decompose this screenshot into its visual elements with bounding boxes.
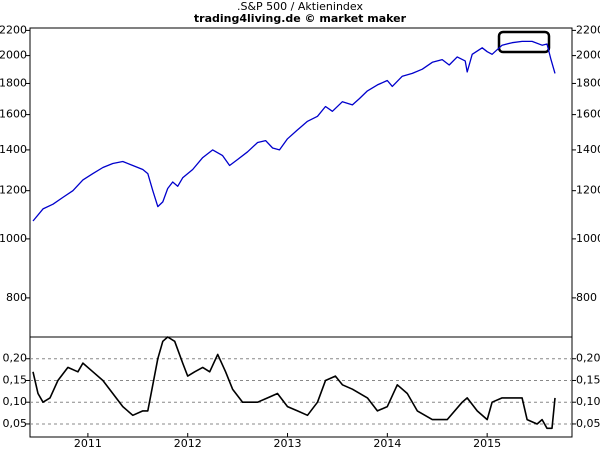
y-tick-label: 0,20 bbox=[576, 352, 600, 365]
chart-title: .S&P 500 / Aktienindex bbox=[237, 0, 363, 13]
y-tick-label: 1200 bbox=[0, 184, 27, 197]
data-line bbox=[32, 40, 556, 222]
plot-frame bbox=[29, 27, 573, 438]
x-tick-label: 2015 bbox=[473, 437, 501, 450]
y-tick-label: 1600 bbox=[0, 108, 27, 121]
highlight-box bbox=[497, 30, 551, 54]
y-tick-label: 2000 bbox=[576, 49, 600, 62]
data-line bbox=[32, 336, 556, 430]
y-tick-label: 1800 bbox=[0, 76, 27, 89]
y-tick-label: 0,20 bbox=[3, 352, 28, 365]
y-tick-label: 0,15 bbox=[576, 373, 600, 386]
y-tick-label: 0,10 bbox=[576, 395, 600, 408]
y-tick-label: 1000 bbox=[576, 232, 600, 245]
y-tick-label: 1200 bbox=[576, 184, 600, 197]
y-tick-label: 1600 bbox=[576, 108, 600, 121]
y-tick-label: 2000 bbox=[0, 49, 27, 62]
y-tick-label: 0,05 bbox=[576, 417, 600, 430]
y-tick-label: 0,15 bbox=[3, 373, 28, 386]
x-tick-label: 2014 bbox=[373, 437, 401, 450]
y-tick-label: 2200 bbox=[0, 23, 27, 36]
x-tick-label: 2011 bbox=[74, 437, 102, 450]
y-tick-label: 1000 bbox=[0, 232, 27, 245]
y-tick-label: 2200 bbox=[576, 23, 600, 36]
x-tick-label: 2013 bbox=[274, 437, 302, 450]
y-tick-label: 800 bbox=[6, 291, 27, 304]
y-tick-label: 0,05 bbox=[3, 417, 28, 430]
y-tick-label: 1400 bbox=[576, 143, 600, 156]
y-tick-label: 0,10 bbox=[3, 395, 28, 408]
y-tick-label: 1400 bbox=[0, 143, 27, 156]
y-tick-label: 1800 bbox=[576, 76, 600, 89]
x-tick-label: 2012 bbox=[174, 437, 202, 450]
chart-subtitle: trading4living.de © market maker bbox=[194, 12, 407, 25]
y-tick-label: 800 bbox=[576, 291, 597, 304]
